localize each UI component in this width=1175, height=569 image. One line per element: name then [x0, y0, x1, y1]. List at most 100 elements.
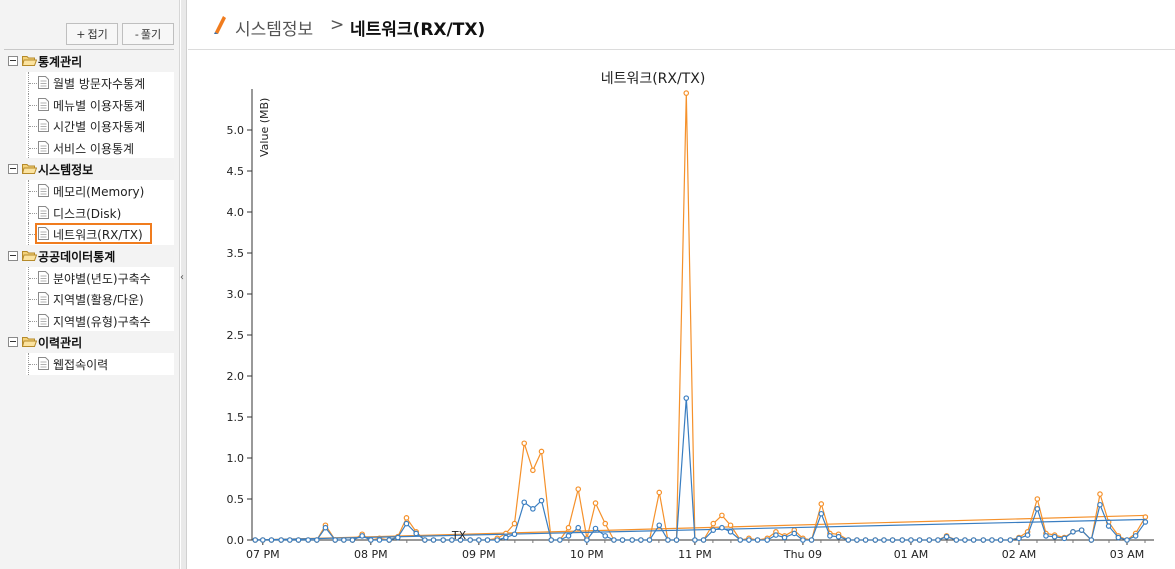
series-1-point[interactable]	[1034, 506, 1041, 512]
series-1-point[interactable]	[484, 537, 491, 543]
series-1-point[interactable]	[1124, 537, 1130, 543]
tree-group[interactable]: 시스템정보	[0, 158, 176, 180]
collapse-all-button[interactable]: + 접기	[66, 23, 118, 45]
series-1-point[interactable]	[700, 537, 707, 543]
series-1-point[interactable]	[962, 537, 968, 543]
series-1-point[interactable]	[845, 537, 852, 543]
series-1-point[interactable]	[530, 506, 536, 512]
series-1-point[interactable]	[359, 533, 365, 539]
series-0-point[interactable]	[656, 489, 663, 496]
series-0-point[interactable]	[530, 467, 536, 474]
series-1-point[interactable]	[808, 537, 815, 543]
series-1-point[interactable]	[953, 537, 960, 543]
tree-item[interactable]: 서비스 이용통계	[26, 136, 174, 158]
series-1-point[interactable]	[430, 537, 437, 543]
series-1-point[interactable]	[646, 537, 653, 543]
series-0-point[interactable]	[1097, 491, 1103, 497]
series-1-point[interactable]	[692, 537, 698, 543]
series-1-point[interactable]	[989, 537, 995, 543]
minus-box-icon[interactable]	[8, 56, 18, 66]
sidebar-collapse-handle[interactable]: ‹	[180, 0, 187, 569]
tree-item[interactable]: 지역별(유형)구축수	[26, 309, 174, 331]
expand-all-button[interactable]: - 풀기	[122, 23, 174, 45]
series-1-point[interactable]	[1061, 535, 1068, 542]
series-1-point[interactable]	[476, 537, 482, 543]
series-1-point[interactable]	[629, 537, 636, 543]
series-0-point[interactable]	[403, 515, 410, 521]
series-1-point[interactable]	[1105, 523, 1112, 529]
series-1-point[interactable]	[305, 537, 311, 543]
series-1-point[interactable]	[1016, 535, 1022, 542]
series-1-point[interactable]	[403, 520, 410, 527]
series-1-point[interactable]	[881, 537, 887, 543]
series-1-point[interactable]	[791, 530, 798, 537]
series-1-point[interactable]	[899, 537, 906, 543]
series-1-point[interactable]	[1051, 533, 1058, 540]
series-1-point[interactable]	[619, 537, 626, 543]
series-1-point[interactable]	[818, 510, 825, 517]
series-1-point[interactable]	[1088, 537, 1095, 543]
tree-item[interactable]: 메뉴별 이용자통계	[26, 93, 174, 115]
series-0-point[interactable]	[1034, 496, 1041, 502]
series-1-point[interactable]	[511, 531, 518, 538]
tree-item[interactable]: 월별 방문자수통계	[26, 72, 174, 94]
series-0-point[interactable]	[1142, 514, 1149, 520]
series-1-point[interactable]	[449, 537, 455, 543]
series-1-point[interactable]	[278, 537, 284, 543]
series-1-point[interactable]	[673, 537, 680, 543]
series-1-point[interactable]	[737, 537, 744, 543]
series-0-point[interactable]	[602, 520, 609, 527]
series-1-point[interactable]	[494, 537, 501, 543]
tree-item[interactable]: 시간별 이용자통계	[26, 115, 174, 137]
series-1-point[interactable]	[314, 537, 320, 543]
tree-item[interactable]: 메모리(Memory)	[26, 180, 174, 202]
series-1-point[interactable]	[970, 537, 977, 543]
series-0-point[interactable]	[818, 501, 825, 507]
series-1-point[interactable]	[710, 527, 717, 533]
series-0-point[interactable]	[592, 500, 599, 506]
series-0-point[interactable]	[521, 440, 528, 447]
series-1-point[interactable]	[349, 537, 356, 543]
series-1-point[interactable]	[908, 537, 914, 543]
series-1-point[interactable]	[800, 537, 806, 543]
series-1-point[interactable]	[602, 533, 609, 539]
series-1-point[interactable]	[557, 537, 563, 543]
series-0-point[interactable]	[683, 90, 690, 96]
tree-item[interactable]: 분야별(년도)구축수	[26, 266, 174, 288]
series-1-point[interactable]	[413, 530, 419, 537]
series-1-point[interactable]	[665, 537, 671, 543]
series-1-point[interactable]	[592, 525, 599, 532]
series-1-point[interactable]	[638, 537, 644, 543]
series-1-point[interactable]	[395, 534, 401, 541]
tree-item[interactable]: 디스크(Disk)	[26, 201, 174, 223]
series-1-point[interactable]	[260, 537, 266, 543]
series-1-point[interactable]	[997, 537, 1004, 543]
series-1-point[interactable]	[368, 537, 374, 543]
series-1-point[interactable]	[872, 537, 879, 543]
series-1-point[interactable]	[467, 537, 474, 543]
series-1-point[interactable]	[683, 395, 690, 401]
series-1-point[interactable]	[1078, 527, 1085, 533]
series-0-point[interactable]	[727, 522, 734, 529]
series-1-point[interactable]	[287, 537, 293, 543]
tree-item[interactable]: 네트워크(RX/TX)	[26, 223, 174, 245]
series-1-point[interactable]	[935, 537, 941, 543]
tree-item[interactable]: 지역별(활용/다운)	[26, 288, 174, 310]
series-1-point[interactable]	[295, 537, 302, 543]
tree-item[interactable]: 웹접속이력	[26, 353, 174, 375]
series-1-point[interactable]	[521, 499, 528, 506]
series-1-point[interactable]	[440, 537, 447, 543]
series-1-point[interactable]	[565, 533, 572, 539]
series-1-point[interactable]	[980, 537, 987, 543]
tree-group[interactable]: 통계관리	[0, 50, 176, 72]
series-1-point[interactable]	[916, 537, 923, 543]
series-1-point[interactable]	[835, 533, 842, 540]
series-1-point[interactable]	[1142, 519, 1149, 525]
series-1-point[interactable]	[575, 524, 582, 531]
series-1-point[interactable]	[746, 537, 752, 543]
series-0-point[interactable]	[575, 486, 582, 492]
series-1-point[interactable]	[332, 537, 338, 543]
series-1-point[interactable]	[656, 522, 663, 529]
series-1-point[interactable]	[1115, 534, 1122, 541]
series-1-point[interactable]	[926, 537, 933, 543]
